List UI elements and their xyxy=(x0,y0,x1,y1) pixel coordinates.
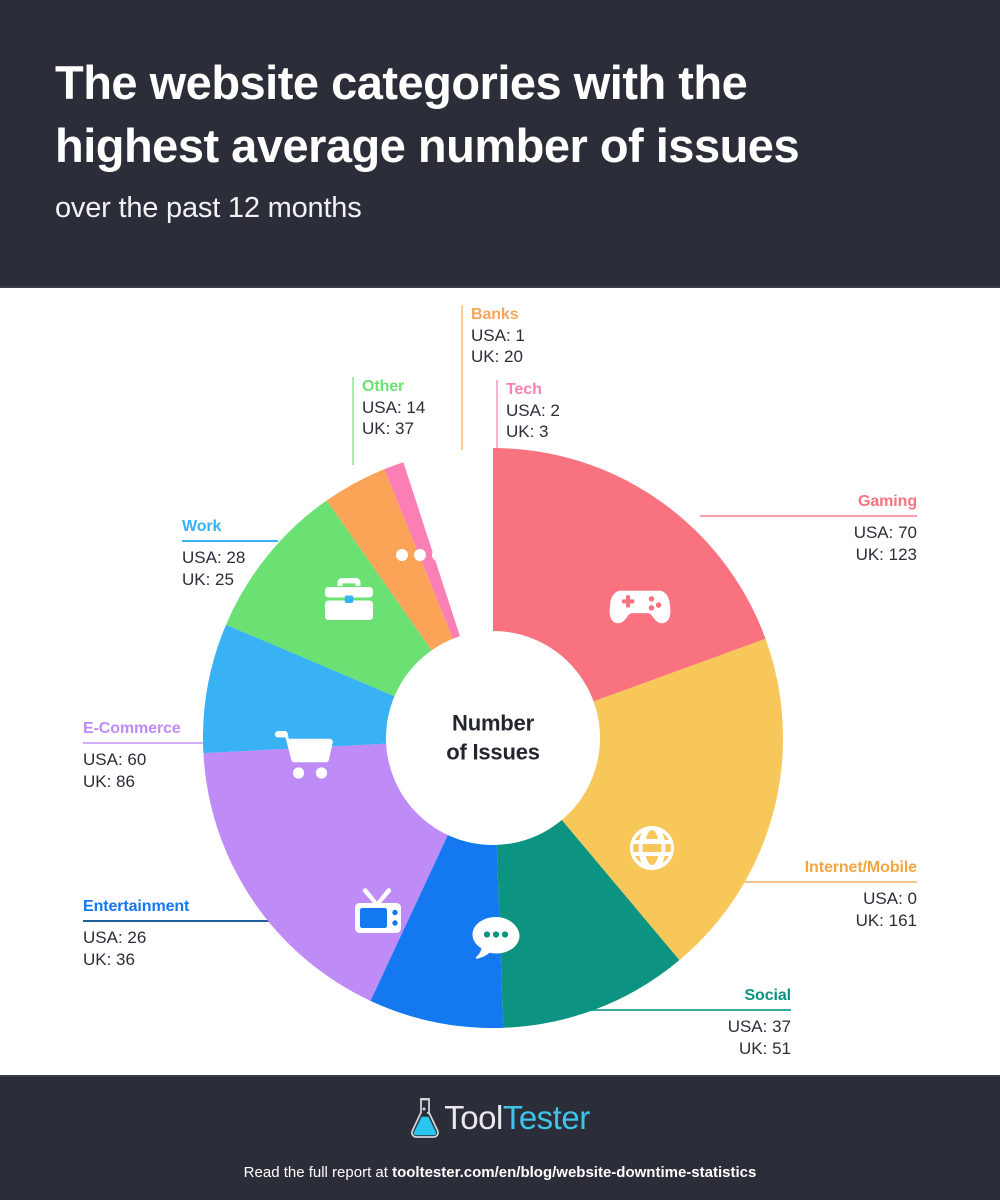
header-banner: The website categories with the highest … xyxy=(0,0,1000,288)
callout-work-usa: USA: 28 xyxy=(182,548,246,568)
callout-tech-usa: USA: 2 xyxy=(506,401,560,420)
callout-gaming-rule xyxy=(700,515,917,518)
callout-entertainment: Entertainment USA: 26 UK: 36 xyxy=(83,897,283,970)
callout-other: Other USA: 14 UK: 37 xyxy=(352,377,425,465)
logo-text-tool: Tool xyxy=(444,1099,503,1136)
leader-line-tech xyxy=(496,380,498,450)
chart-area: Banks USA: 1 UK: 20 Tech USA: 2 UK: 3 Ot… xyxy=(0,288,1000,1075)
callout-other-usa: USA: 14 xyxy=(362,398,426,417)
callout-ecommerce-rule xyxy=(83,742,207,745)
footer-banner: ToolTester Read the full report at toolt… xyxy=(0,1075,1000,1200)
callout-internet-mobile-uk: UK: 161 xyxy=(855,910,917,930)
callout-internet-mobile-usa: USA: 0 xyxy=(863,889,917,909)
callout-ecommerce-uk: UK: 86 xyxy=(83,771,135,791)
callout-gaming-usa: USA: 70 xyxy=(853,523,917,543)
donut-chart: Number of Issues xyxy=(203,448,783,1028)
callout-banks: Banks USA: 1 UK: 20 xyxy=(461,305,525,450)
callout-ecommerce-category: E-Commerce xyxy=(83,720,181,737)
callout-internet-mobile: Internet/Mobile USA: 0 UK: 161 xyxy=(700,858,917,931)
callout-banks-usa: USA: 1 xyxy=(471,326,525,345)
page-title: The website categories with the highest … xyxy=(55,52,915,177)
callout-entertainment-rule xyxy=(83,920,283,923)
callout-work-rule xyxy=(182,540,278,543)
callout-banks-uk: UK: 20 xyxy=(471,347,523,367)
donut-hole xyxy=(386,631,600,845)
tooltester-logo[interactable]: ToolTester xyxy=(0,1097,1000,1139)
callout-entertainment-category: Entertainment xyxy=(83,898,190,915)
flask-icon xyxy=(410,1097,440,1139)
tooltester-wordmark: ToolTester xyxy=(444,1099,590,1137)
callout-work-uk: UK: 25 xyxy=(182,569,234,589)
callout-social: Social USA: 37 UK: 51 xyxy=(570,986,791,1059)
callout-social-uk: UK: 51 xyxy=(739,1038,791,1058)
callout-banks-category: Banks xyxy=(471,306,519,323)
callout-gaming: Gaming USA: 70 UK: 123 xyxy=(700,492,917,565)
callout-tech-category: Tech xyxy=(506,381,542,398)
page-subtitle: over the past 12 months xyxy=(55,192,362,224)
callout-other-uk: UK: 37 xyxy=(362,419,414,439)
callout-work: Work USA: 28 UK: 25 xyxy=(182,517,278,590)
donut-center-label-line-1: Number xyxy=(452,710,534,736)
callout-internet-mobile-category: Internet/Mobile xyxy=(804,859,917,876)
callout-internet-mobile-rule xyxy=(700,881,917,884)
callout-entertainment-uk: UK: 36 xyxy=(83,949,135,969)
callout-social-category: Social xyxy=(744,987,791,1004)
leader-line-banks xyxy=(461,305,463,450)
callout-tech: Tech USA: 2 UK: 3 xyxy=(496,380,560,450)
callout-social-usa: USA: 37 xyxy=(727,1017,791,1037)
logo-text-tester: Tester xyxy=(502,1099,590,1136)
footer-report-url[interactable]: tooltester.com/en/blog/website-downtime-… xyxy=(392,1164,757,1181)
page-title-line-1: The website categories with the xyxy=(55,56,748,109)
leader-line-other xyxy=(352,377,354,465)
callout-gaming-category: Gaming xyxy=(858,493,917,510)
callout-ecommerce-usa: USA: 60 xyxy=(83,750,147,770)
callout-gaming-uk: UK: 123 xyxy=(855,544,917,564)
donut-center-label-line-2: of Issues xyxy=(446,739,540,764)
callout-work-category: Work xyxy=(182,518,222,535)
callout-other-category: Other xyxy=(362,378,405,395)
footer-note-prefix: Read the full report at xyxy=(243,1164,393,1181)
callout-entertainment-usa: USA: 26 xyxy=(83,928,147,948)
footer-note: Read the full report at tooltester.com/e… xyxy=(0,1164,1000,1181)
callout-social-rule xyxy=(570,1009,791,1012)
callout-tech-uk: UK: 3 xyxy=(506,422,549,442)
donut-center-label: Number of Issues xyxy=(446,709,540,766)
page-title-line-2: highest average number of issues xyxy=(55,118,800,172)
callout-ecommerce: E-Commerce USA: 60 UK: 86 xyxy=(83,719,207,792)
